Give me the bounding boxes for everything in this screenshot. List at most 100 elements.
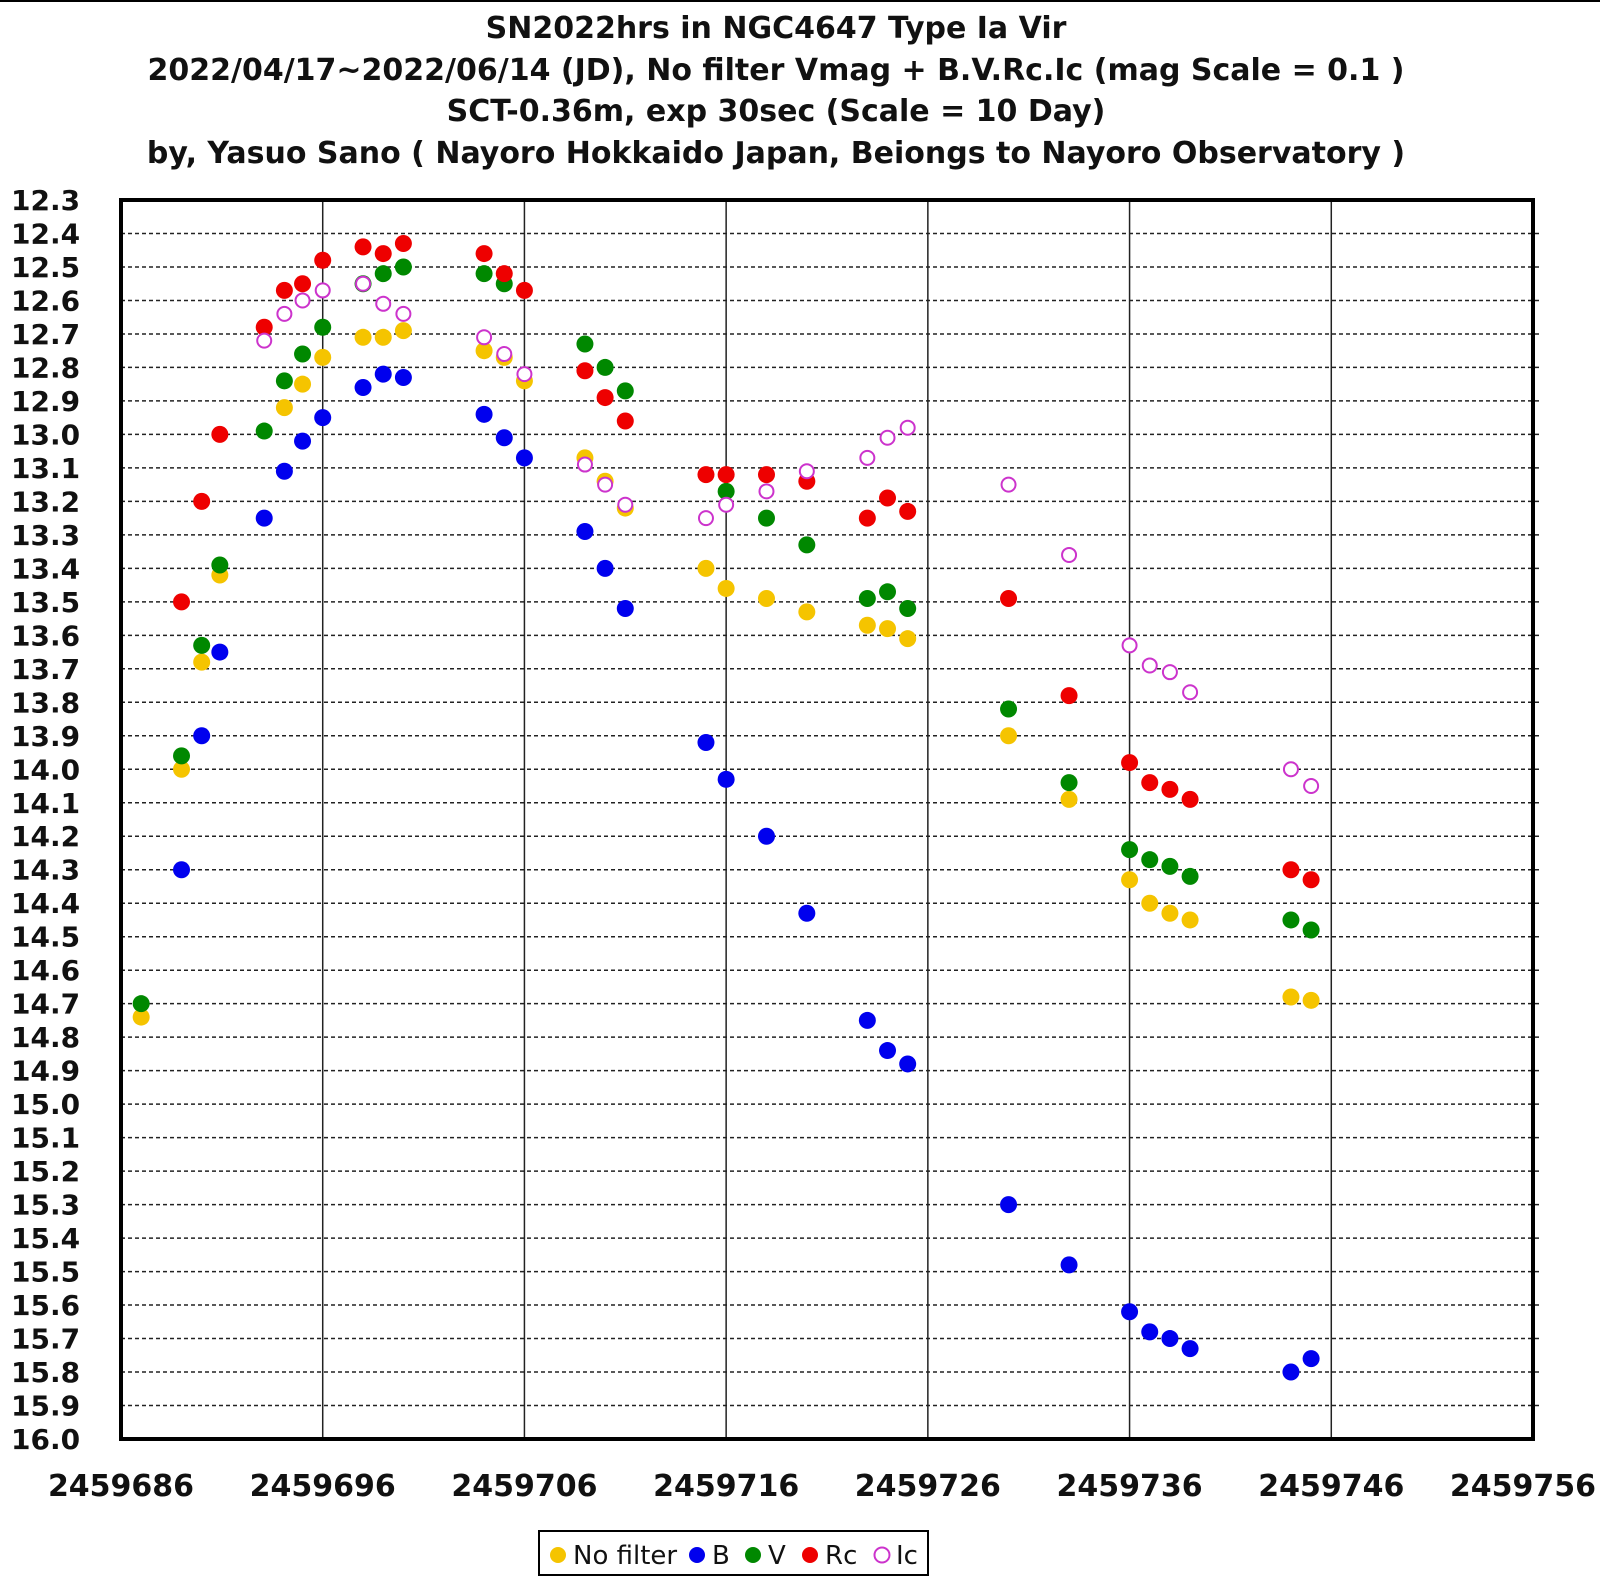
data-point (314, 348, 332, 366)
data-point (879, 1042, 897, 1060)
data-point (1181, 867, 1199, 885)
data-point (858, 589, 876, 607)
data-point (1121, 841, 1139, 859)
data-point (374, 328, 392, 346)
data-point (294, 292, 311, 309)
data-point (1282, 911, 1300, 929)
data-point (1061, 546, 1078, 563)
data-point (173, 593, 191, 611)
data-point (597, 476, 614, 493)
data-point (354, 238, 372, 256)
data-point (576, 335, 594, 353)
y-tick-label: 15.9 (11, 1390, 80, 1423)
data-point (1161, 780, 1179, 798)
y-tick-label: 14.8 (11, 1021, 80, 1054)
data-point (859, 449, 876, 466)
data-point (354, 379, 372, 397)
data-point (717, 770, 735, 788)
data-point (495, 265, 513, 283)
data-point (1302, 991, 1320, 1009)
y-tick-label: 14.4 (11, 887, 80, 920)
y-tick-label: 14.9 (11, 1055, 80, 1088)
data-point (475, 405, 493, 423)
data-point (173, 747, 191, 765)
data-point (1121, 637, 1138, 654)
y-tick-label: 14.7 (11, 988, 80, 1021)
data-point (616, 600, 634, 618)
y-tick-label: 14.0 (11, 753, 80, 786)
x-tick-label: 2459696 (250, 1469, 396, 1504)
y-tick-label: 12.8 (11, 351, 80, 384)
data-point (394, 368, 412, 386)
data-point (314, 409, 332, 427)
data-point (1000, 476, 1017, 493)
y-tick-label: 14.2 (11, 820, 80, 853)
data-point (596, 358, 614, 376)
data-point (798, 536, 816, 554)
data-point (858, 1011, 876, 1029)
y-tick-label: 12.6 (11, 284, 80, 317)
data-point (1181, 1340, 1199, 1358)
data-point (899, 600, 917, 618)
y-tick-label: 15.7 (11, 1323, 80, 1356)
data-point (1000, 727, 1018, 745)
data-point (1161, 664, 1178, 681)
data-point (314, 251, 332, 269)
title-line-1: SN2022hrs in NGC4647 Type Ia Vir (486, 11, 1067, 46)
data-point (798, 603, 816, 621)
data-point (858, 616, 876, 634)
legend-marker-no-filter (550, 1547, 566, 1563)
y-tick-label: 12.9 (11, 385, 80, 418)
data-point (255, 509, 273, 527)
data-point (475, 342, 493, 360)
legend-label-no-filter: No filter (573, 1541, 677, 1571)
x-tick-label: 2459726 (855, 1469, 1001, 1504)
data-point (496, 346, 513, 363)
y-tick-label: 13.1 (11, 452, 80, 485)
data-point (616, 382, 634, 400)
data-point (475, 265, 493, 283)
data-point (275, 281, 293, 299)
data-point (576, 456, 593, 473)
data-point (718, 496, 735, 513)
data-point (899, 502, 917, 520)
data-point (1161, 857, 1179, 875)
data-point (1141, 657, 1158, 674)
axes: 12.312.412.512.612.712.812.913.013.113.2… (11, 184, 1596, 1504)
data-point (576, 523, 594, 541)
data-point (757, 466, 775, 484)
legend-label-ic: Ic (896, 1541, 918, 1571)
data-point (394, 258, 412, 276)
data-point (899, 1055, 917, 1073)
data-point (757, 589, 775, 607)
data-point (1060, 774, 1078, 792)
data-point (173, 861, 191, 879)
chart-title: SN2022hrs in NGC4647 Type Ia Vir 2022/04… (147, 11, 1405, 171)
legend-marker-v (745, 1547, 761, 1563)
series-b (173, 365, 1320, 1381)
data-point (394, 322, 412, 340)
data-point (617, 496, 634, 513)
data-points (132, 235, 1320, 1381)
legend-marker-ic (873, 1546, 891, 1564)
y-tick-label: 14.6 (11, 954, 80, 987)
y-tick-label: 13.2 (11, 485, 80, 518)
data-point (1182, 684, 1199, 701)
data-point (132, 1008, 150, 1026)
data-point (354, 328, 372, 346)
y-tick-label: 13.9 (11, 720, 80, 753)
y-tick-label: 12.5 (11, 251, 80, 284)
data-point (515, 449, 533, 467)
y-tick-label: 13.6 (11, 619, 80, 652)
data-point (255, 318, 273, 336)
data-point (211, 556, 229, 574)
legend-marker-rc (802, 1547, 818, 1563)
data-point (1121, 871, 1139, 889)
data-point (697, 733, 715, 751)
legend: No filter B V Rc Ic (538, 1530, 929, 1576)
data-point (1060, 687, 1078, 705)
y-tick-label: 12.7 (11, 318, 80, 351)
data-point (475, 245, 493, 263)
